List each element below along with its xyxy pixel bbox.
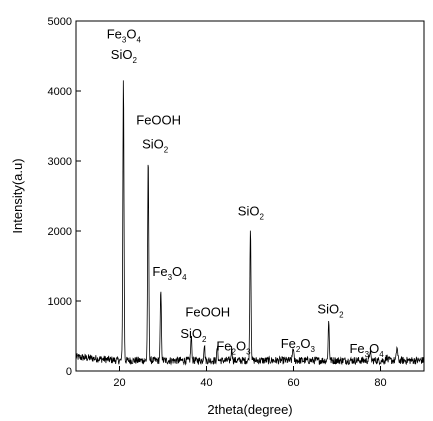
x-tick-label: 40 (200, 377, 212, 389)
x-tick-label: 80 (374, 377, 386, 389)
peak-label: FeOOH (136, 113, 181, 128)
peak-label: Fe2O3 (281, 336, 316, 354)
peak-label: SiO2 (111, 47, 138, 65)
peak-label: Fe3O4 (349, 341, 384, 359)
y-axis-ticks: 0 1000 2000 3000 4000 5000 (48, 16, 81, 378)
peak-label: SiO2 (317, 302, 344, 320)
peak-label: SiO2 (142, 136, 169, 154)
plot-area: 20 40 60 80 0 1000 2000 3000 4000 5000 Fe3O4 SiO2… (48, 16, 425, 389)
peak-label: Fe2O3 (216, 339, 251, 357)
y-tick-label: 2000 (48, 226, 72, 238)
peak-label: FeOOH (185, 304, 230, 319)
peak-label: SiO2 (180, 326, 207, 344)
y-tick-label: 0 (66, 366, 72, 378)
x-axis-title: 2theta(degree) (207, 402, 292, 417)
x-tick-label: 60 (287, 377, 299, 389)
xrd-pattern-line (75, 80, 425, 366)
y-tick-label: 1000 (48, 296, 72, 308)
x-tick-label: 20 (113, 377, 125, 389)
y-tick-label: 4000 (48, 86, 72, 98)
peak-label: SiO2 (238, 204, 265, 222)
y-tick-label: 5000 (48, 16, 72, 28)
peak-label: Fe3O4 (152, 264, 187, 282)
peak-label: Fe3O4 (107, 27, 142, 45)
plot-frame (75, 20, 425, 372)
y-tick-label: 3000 (48, 156, 72, 168)
y-axis-title: Intensity(a.u) (10, 158, 25, 233)
x-axis-ticks: 20 40 60 80 (113, 366, 387, 389)
